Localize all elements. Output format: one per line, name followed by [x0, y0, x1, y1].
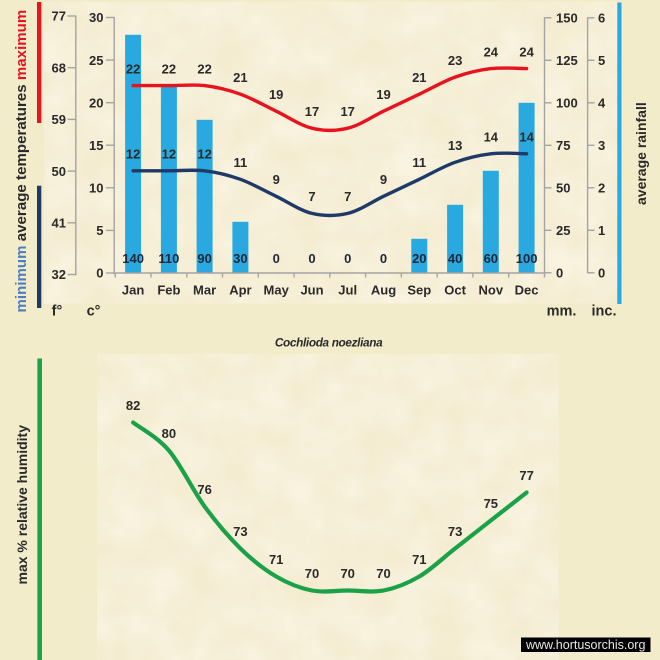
svg-text:12: 12	[197, 147, 211, 162]
svg-text:Apr: Apr	[229, 283, 251, 298]
svg-text:f°: f°	[52, 304, 63, 320]
svg-text:Oct: Oct	[444, 283, 466, 298]
svg-text:0: 0	[308, 251, 315, 266]
svg-text:32: 32	[52, 267, 66, 282]
svg-text:22: 22	[162, 61, 176, 76]
svg-text:Dec: Dec	[515, 283, 539, 298]
svg-text:76: 76	[197, 482, 211, 497]
svg-text:68: 68	[52, 60, 66, 75]
svg-text:1: 1	[598, 223, 605, 238]
svg-text:Mar: Mar	[193, 283, 216, 298]
svg-text:15: 15	[89, 138, 103, 153]
svg-text:Jun: Jun	[300, 283, 323, 298]
svg-text:c°: c°	[87, 304, 101, 320]
svg-text:110: 110	[158, 251, 179, 266]
svg-text:71: 71	[412, 552, 426, 567]
svg-text:19: 19	[376, 87, 390, 102]
svg-text:90: 90	[197, 251, 211, 266]
svg-text:70: 70	[305, 566, 319, 581]
svg-text:77: 77	[52, 9, 66, 24]
svg-text:12: 12	[162, 147, 176, 162]
svg-text:20: 20	[89, 95, 103, 110]
svg-text:5: 5	[96, 223, 103, 238]
svg-text:9: 9	[273, 172, 280, 187]
svg-text:75: 75	[556, 138, 570, 153]
svg-text:50: 50	[52, 164, 66, 179]
svg-text:17: 17	[340, 104, 354, 119]
svg-text:0: 0	[273, 251, 280, 266]
svg-text:13: 13	[448, 138, 462, 153]
svg-text:22: 22	[197, 61, 211, 76]
svg-text:0: 0	[380, 251, 387, 266]
svg-text:max % relative humidity: max % relative humidity	[14, 425, 30, 585]
svg-text:14: 14	[519, 130, 534, 145]
svg-text:0: 0	[556, 266, 563, 281]
svg-text:mm.: mm.	[547, 304, 577, 320]
svg-text:22: 22	[126, 61, 140, 76]
svg-text:www.hortusorchis.org: www.hortusorchis.org	[525, 638, 646, 652]
svg-text:21: 21	[233, 70, 247, 85]
svg-text:inc.: inc.	[592, 304, 617, 320]
svg-text:3: 3	[598, 138, 605, 153]
svg-text:41: 41	[52, 216, 66, 231]
svg-text:40: 40	[448, 251, 462, 266]
svg-text:0: 0	[344, 251, 351, 266]
svg-text:average rainfall: average rainfall	[633, 102, 649, 205]
svg-text:0: 0	[96, 266, 103, 281]
svg-text:Jan: Jan	[122, 283, 144, 298]
svg-text:25: 25	[556, 223, 570, 238]
svg-text:82: 82	[126, 398, 140, 413]
svg-text:60: 60	[484, 251, 498, 266]
svg-text:50: 50	[556, 181, 570, 196]
svg-text:minimum average temperatures m: minimum average temperatures maximum	[13, 10, 30, 313]
svg-text:100: 100	[556, 96, 578, 111]
svg-text:Nov: Nov	[479, 283, 504, 298]
svg-text:77: 77	[519, 468, 533, 483]
svg-text:Sep: Sep	[407, 283, 431, 298]
svg-text:6: 6	[598, 10, 605, 25]
svg-text:70: 70	[340, 566, 354, 581]
svg-text:30: 30	[89, 10, 103, 25]
svg-text:2: 2	[598, 181, 605, 196]
svg-text:125: 125	[556, 53, 578, 68]
svg-text:140: 140	[122, 251, 144, 266]
svg-text:7: 7	[344, 189, 351, 204]
svg-text:24: 24	[484, 44, 499, 59]
svg-text:73: 73	[233, 524, 247, 539]
svg-text:Aug: Aug	[371, 283, 396, 298]
svg-text:Feb: Feb	[157, 283, 180, 298]
svg-text:75: 75	[484, 496, 498, 511]
svg-text:4: 4	[598, 96, 606, 111]
svg-text:5: 5	[598, 53, 605, 68]
svg-text:Cochlioda noezliana: Cochlioda noezliana	[275, 336, 383, 350]
svg-text:30: 30	[233, 251, 247, 266]
svg-text:20: 20	[412, 251, 426, 266]
svg-text:21: 21	[412, 70, 426, 85]
svg-text:24: 24	[519, 44, 534, 59]
svg-text:11: 11	[412, 155, 426, 170]
svg-text:Jul: Jul	[338, 283, 357, 298]
svg-text:19: 19	[269, 87, 283, 102]
svg-text:14: 14	[484, 130, 499, 145]
svg-text:11: 11	[234, 155, 248, 170]
svg-text:May: May	[264, 283, 290, 298]
svg-text:80: 80	[162, 426, 176, 441]
svg-text:100: 100	[516, 251, 538, 266]
svg-text:59: 59	[52, 112, 66, 127]
svg-text:17: 17	[305, 104, 319, 119]
svg-text:23: 23	[448, 53, 462, 68]
svg-text:150: 150	[556, 10, 578, 25]
svg-text:9: 9	[380, 172, 387, 187]
svg-text:7: 7	[308, 189, 315, 204]
svg-text:70: 70	[376, 566, 390, 581]
svg-text:10: 10	[89, 181, 103, 196]
svg-text:12: 12	[126, 147, 140, 162]
svg-text:71: 71	[269, 552, 283, 567]
svg-text:25: 25	[89, 53, 103, 68]
svg-text:73: 73	[448, 524, 462, 539]
svg-text:0: 0	[598, 266, 605, 281]
